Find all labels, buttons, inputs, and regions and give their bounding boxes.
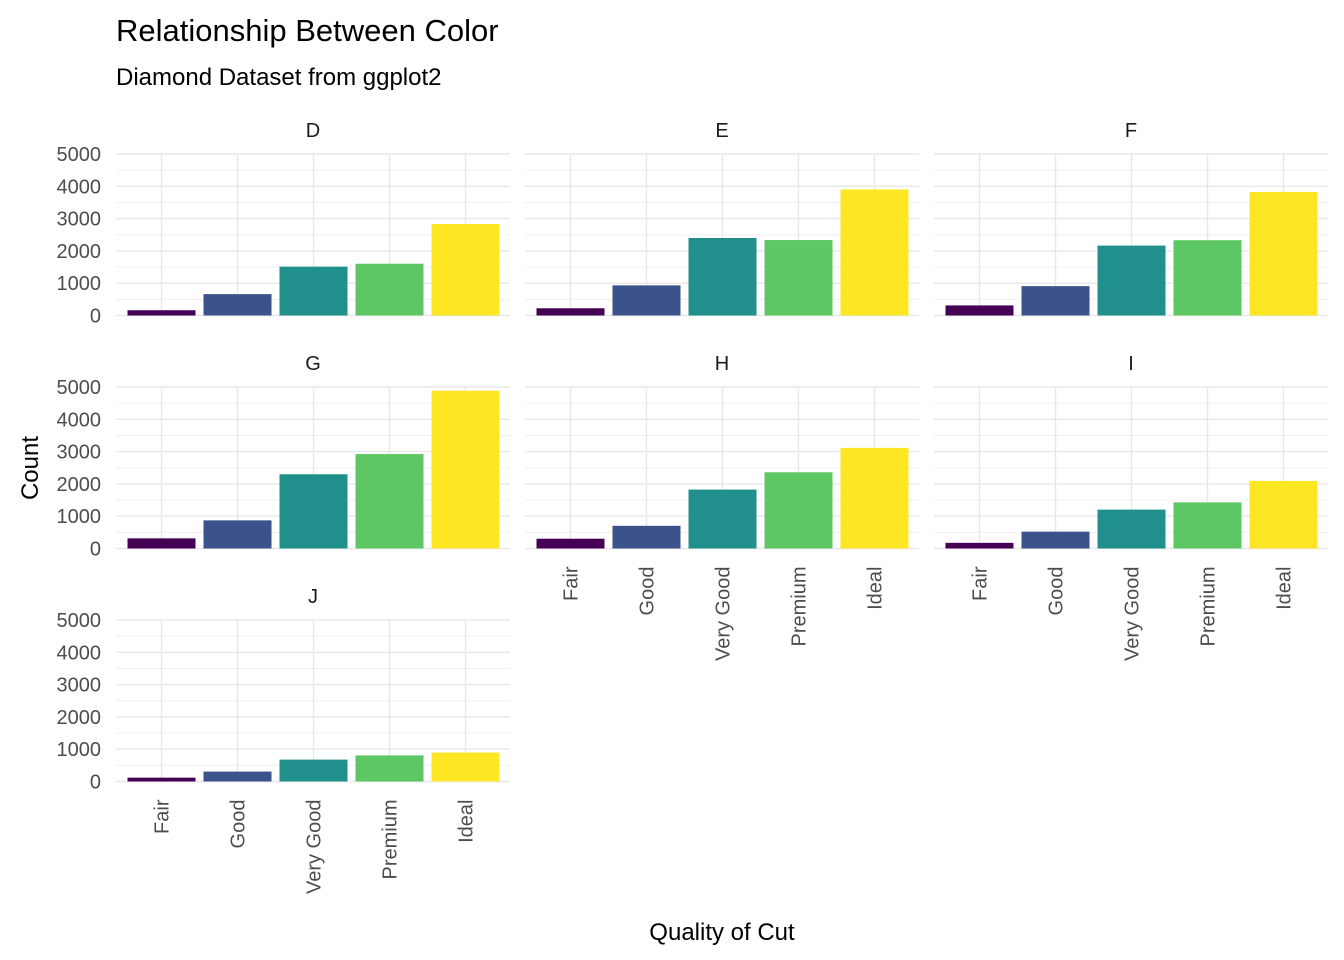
x-tick-label: Very Good: [304, 800, 326, 895]
y-tick-label: 0: [90, 772, 101, 794]
y-axis-title: Count: [17, 436, 44, 500]
bar-F-very-good: [1097, 245, 1166, 316]
x-axis-title: Quality of Cut: [649, 919, 795, 946]
x-tick-label: Fair: [970, 566, 992, 601]
y-tick-label: 1000: [57, 506, 102, 528]
x-tick-label: Premium: [380, 800, 402, 880]
y-tick-label: 2000: [57, 241, 102, 263]
bar-G-premium: [355, 454, 424, 549]
y-tick-label: 2000: [57, 707, 102, 729]
facet-label: G: [305, 353, 321, 375]
bar-J-very-good: [279, 759, 348, 782]
x-tick-label: Premium: [789, 567, 811, 647]
x-tick-label: Very Good: [713, 567, 735, 662]
y-tick-label: 1000: [57, 739, 102, 761]
bar-D-premium: [355, 263, 424, 316]
x-tick-label: Good: [637, 567, 659, 616]
bar-H-very-good: [688, 489, 757, 549]
bar-G-very-good: [279, 474, 348, 549]
bar-E-premium: [764, 240, 833, 316]
facet-label: D: [306, 120, 320, 142]
y-tick-label: 4000: [57, 409, 102, 431]
bar-J-good: [203, 771, 272, 782]
bar-I-fair: [945, 542, 1014, 549]
bar-G-ideal: [431, 390, 500, 549]
y-tick-label: 3000: [57, 675, 102, 697]
bar-I-good: [1021, 531, 1090, 549]
bar-I-very-good: [1097, 509, 1166, 549]
bar-F-ideal: [1249, 191, 1318, 316]
x-tick-label: Fair: [152, 799, 174, 834]
y-tick-label: 5000: [57, 377, 102, 399]
bar-F-fair: [945, 305, 1014, 316]
chart-subtitle: Diamond Dataset from ggplot2: [116, 64, 442, 91]
x-tick-label: Premium: [1198, 567, 1220, 647]
x-tick-label: Ideal: [456, 800, 478, 843]
bar-D-good: [203, 294, 272, 316]
bar-D-fair: [127, 310, 196, 316]
bar-H-ideal: [840, 447, 909, 549]
bar-J-ideal: [431, 752, 500, 782]
bar-H-good: [612, 525, 681, 549]
facet-D: D 0 1000 2000 3000 4000 5000: [57, 120, 510, 328]
bar-H-premium: [764, 472, 833, 549]
bar-G-good: [203, 520, 272, 549]
x-tick-label: Good: [228, 800, 250, 849]
x-tick-label: Ideal: [865, 567, 887, 610]
y-tick-label: 0: [90, 306, 101, 328]
bar-E-very-good: [688, 237, 757, 316]
x-tick-label: Fair: [561, 566, 583, 601]
bar-I-ideal: [1249, 480, 1318, 549]
facet-H: H Fair Good Very Good Premium Ideal: [525, 353, 919, 661]
chart-title: Relationship Between Color: [116, 13, 499, 48]
facet-label: F: [1125, 120, 1137, 142]
facet-E: E: [525, 120, 919, 317]
bar-E-fair: [536, 308, 605, 316]
y-tick-label: 2000: [57, 474, 102, 496]
bar-D-very-good: [279, 266, 348, 316]
x-tick-label: Good: [1046, 567, 1068, 616]
facet-label: E: [715, 120, 728, 142]
y-tick-label: 5000: [57, 144, 102, 166]
y-tick-label: 4000: [57, 642, 102, 664]
bar-F-good: [1021, 286, 1090, 316]
bar-D-ideal: [431, 223, 500, 316]
x-tick-label: Very Good: [1122, 567, 1144, 662]
facet-G: G 0 1000 2000 3000 4000 5000: [57, 353, 510, 561]
bar-E-ideal: [840, 189, 909, 316]
facet-label: H: [715, 353, 729, 375]
y-tick-label: 4000: [57, 176, 102, 198]
y-tick-label: 0: [90, 539, 101, 561]
facet-label: I: [1128, 353, 1134, 375]
y-tick-label: 3000: [57, 209, 102, 231]
bar-J-fair: [127, 777, 196, 782]
bar-F-premium: [1173, 240, 1242, 316]
y-tick-label: 3000: [57, 442, 102, 464]
y-tick-label: 5000: [57, 610, 102, 632]
bar-H-fair: [536, 538, 605, 549]
facet-F: F: [934, 120, 1328, 317]
bar-E-good: [612, 285, 681, 316]
facet-label: J: [308, 586, 318, 608]
facet-panels: D 0 1000 2000 3000 4000 5000 E F G 0 1000 2000 3000 40…: [57, 120, 1328, 895]
facet-J: J 0 1000 2000 3000 4000 5000 Fair Good Very Good P…: [57, 586, 510, 895]
y-tick-label: 1000: [57, 273, 102, 295]
facet-I: I Fair Good Very Good Premium Ideal: [934, 353, 1328, 661]
bar-G-fair: [127, 538, 196, 549]
bar-J-premium: [355, 755, 424, 782]
bar-I-premium: [1173, 502, 1242, 549]
x-tick-label: Ideal: [1274, 567, 1296, 610]
